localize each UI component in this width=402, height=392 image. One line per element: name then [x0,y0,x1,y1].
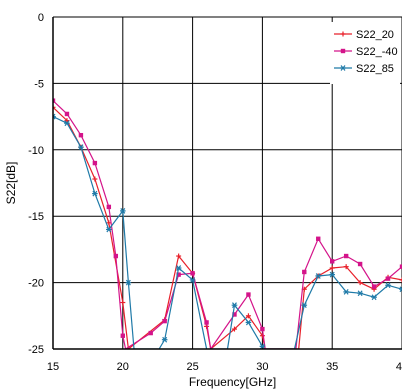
series-S22_85 [53,113,402,349]
y-tick-label: -25 [28,344,44,356]
data-point [53,98,56,103]
data-point [162,318,167,324]
data-point [371,294,377,301]
data-point [78,132,84,138]
legend-label: S22_20 [356,29,394,41]
y-tick-label: -20 [28,278,44,290]
data-point [343,264,349,270]
y-tick-label: -10 [28,145,44,157]
x-tick-labels: 15 20 25 30 35 4 [47,361,402,373]
data-point [399,277,402,283]
data-point [125,279,132,286]
data-point [259,333,265,339]
data-point [176,253,182,259]
series-line [53,116,402,349]
x-tick-label: 4 [396,361,402,373]
y-tick-label: -15 [28,211,44,223]
y-tick-label: 0 [38,12,44,24]
data-point [64,111,70,117]
data-point [120,208,126,214]
data-point [399,264,402,269]
data-point [340,65,346,71]
data-point [92,190,98,197]
plot-frame [52,17,402,350]
data-point [161,336,168,343]
data-point [259,343,266,349]
x-tick-label: 20 [117,361,129,373]
series-line [53,106,402,349]
data-point [399,286,402,293]
x-tick-label: 30 [256,361,268,373]
data-point [106,204,112,210]
y-tick-labels: 0 -5 -10 -15 -20 -25 [28,12,44,356]
data-point [204,320,209,325]
data-point [329,265,335,271]
y-axis-label: S22[dB] [4,162,18,205]
legend-label: S22_-40 [356,46,398,58]
series-S22_-40 [53,98,402,349]
data-point [385,276,391,281]
data-point [232,312,237,317]
data-point [190,271,195,276]
data-point [301,302,308,309]
data-point [340,31,346,37]
x-axis-label: Frequency[GHz] [189,375,276,389]
data-point [245,313,251,319]
data-point [176,272,181,277]
series-line [53,100,402,349]
data-point [357,280,363,286]
data-point [120,333,125,338]
data-point [245,319,252,326]
legend-item: S22_85 [334,63,394,75]
data-point [231,302,238,309]
data-point [120,300,126,306]
data-point [175,265,182,271]
data-point [343,289,349,295]
data-point [53,113,56,120]
data-point [371,284,377,289]
data-point [260,326,265,332]
y-tick-label: -5 [34,78,44,90]
data-point [148,330,153,336]
data-point [92,176,98,182]
data-point [246,292,251,297]
data-point [330,259,335,264]
data-point [302,269,307,275]
series-S22_20 [53,104,402,349]
data-point [53,104,56,110]
x-tick-label: 35 [326,361,338,373]
legend-item: S22_-40 [334,46,398,58]
legend-label: S22_85 [356,63,394,75]
legend-item: S22_20 [334,29,394,41]
data-point [64,120,70,127]
data-point [92,160,98,166]
data-point [340,48,346,54]
data-point [78,144,84,151]
data-point [189,277,196,283]
data-point [329,271,335,278]
data-point [113,253,119,259]
data-point [315,273,322,279]
data-point [385,282,391,289]
x-tick-label: 25 [186,361,198,373]
data-point [316,236,321,241]
data-point [357,261,363,267]
data-point [231,326,237,332]
x-tick-label: 15 [47,361,59,373]
data-point [357,290,363,297]
legend: S22_20 S22_-40 S22_85 [330,22,400,84]
data-point [106,226,112,233]
series-layer [53,98,402,349]
data-point [343,253,349,259]
